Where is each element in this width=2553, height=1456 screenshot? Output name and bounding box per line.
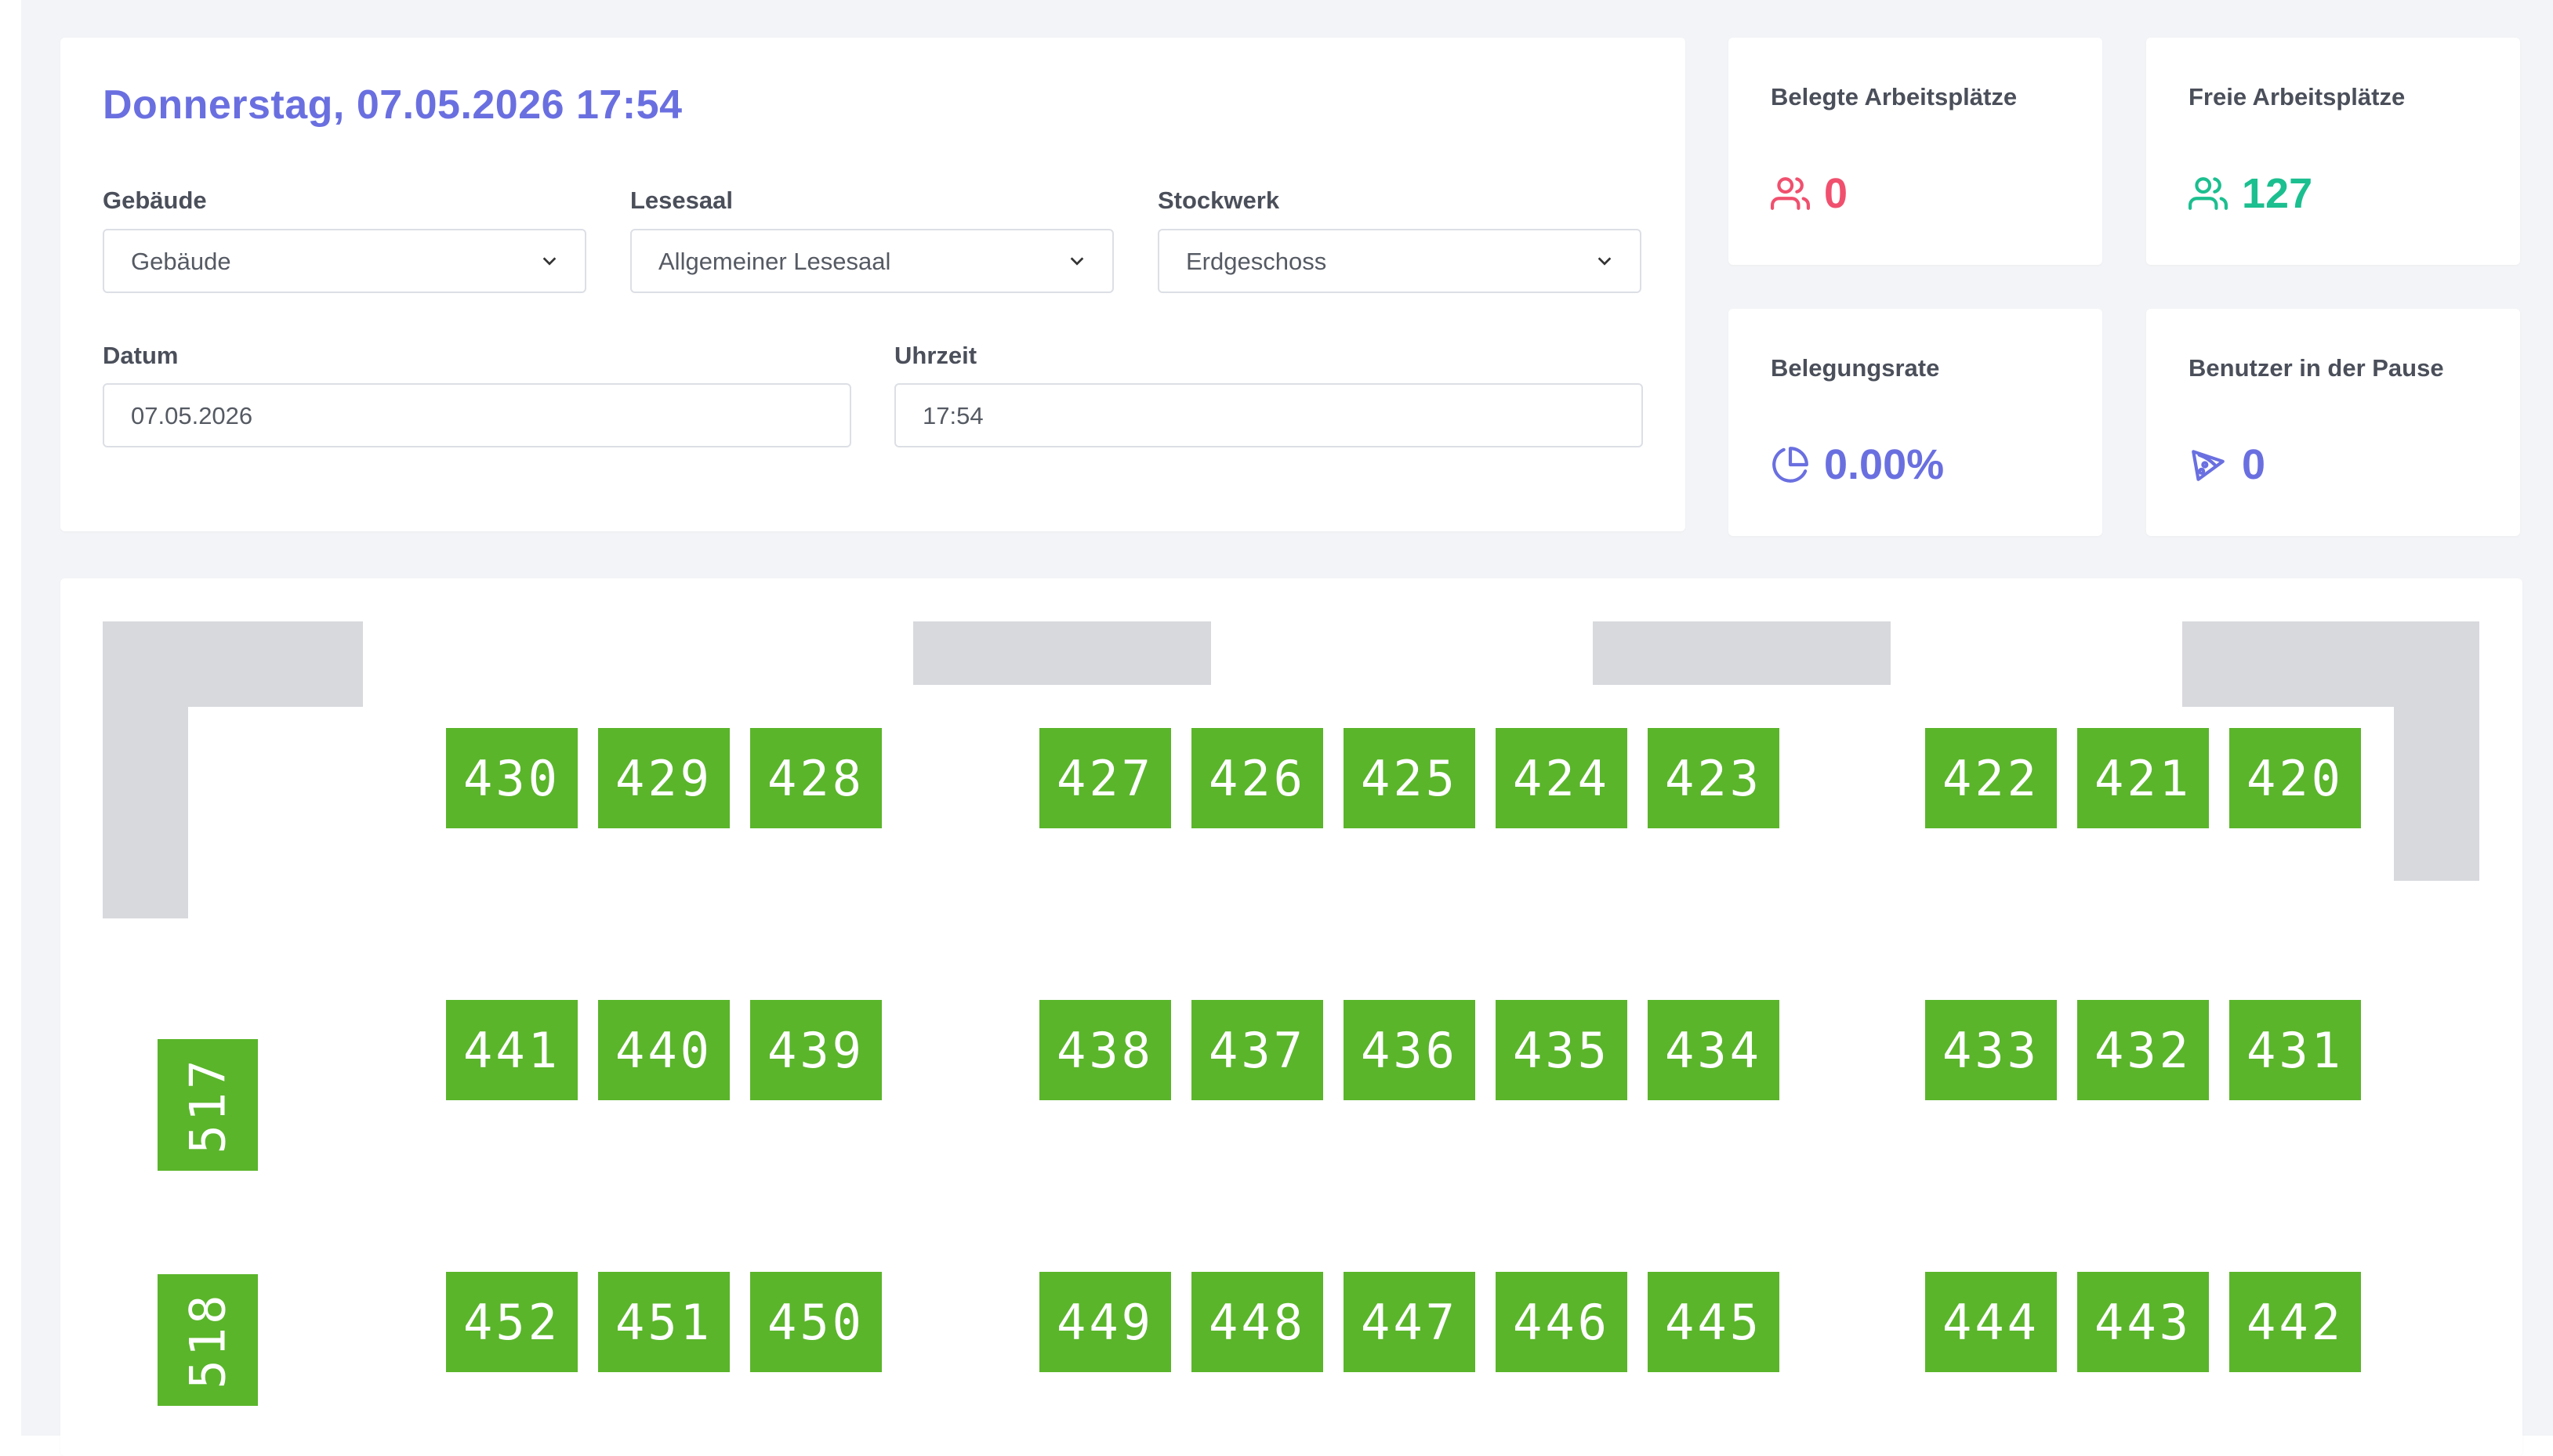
seat-427[interactable]: 427 <box>1039 728 1171 828</box>
date-input[interactable]: 07.05.2026 <box>103 383 851 447</box>
reading-room-select[interactable]: Allgemeiner Lesesaal <box>630 229 1114 293</box>
seat-426[interactable]: 426 <box>1191 728 1323 828</box>
occupied-seats-title: Belegte Arbeitsplätze <box>1771 83 2018 110</box>
seat-449[interactable]: 449 <box>1039 1272 1171 1372</box>
reading-room-select-value: Allgemeiner Lesesaal <box>658 248 891 275</box>
seat-443[interactable]: 443 <box>2077 1272 2209 1372</box>
users-on-break-title: Benutzer in der Pause <box>2189 354 2444 382</box>
seat-452[interactable]: 452 <box>446 1272 578 1372</box>
time-input[interactable]: 17:54 <box>894 383 1643 447</box>
seat-447[interactable]: 447 <box>1344 1272 1475 1372</box>
seat-431[interactable]: 431 <box>2229 1000 2361 1100</box>
building-label: Gebäude <box>103 187 207 214</box>
seat-425[interactable]: 425 <box>1344 728 1475 828</box>
seat-434[interactable]: 434 <box>1648 1000 1779 1100</box>
occupied-seats-value: 0 <box>1824 170 1848 217</box>
seat-421[interactable]: 421 <box>2077 728 2209 828</box>
time-input-value: 17:54 <box>923 402 984 429</box>
seat-420[interactable]: 420 <box>2229 728 2361 828</box>
building-select[interactable]: Gebäude <box>103 229 586 293</box>
time-label: Uhrzeit <box>894 342 977 369</box>
page-title: Donnerstag, 07.05.2026 17:54 <box>103 82 683 128</box>
wall-segment <box>913 621 1211 685</box>
seat-433[interactable]: 433 <box>1925 1000 2057 1100</box>
seat-517[interactable]: 517 <box>158 1039 258 1171</box>
pizza-icon <box>2192 450 2225 481</box>
seat-437[interactable]: 437 <box>1191 1000 1323 1100</box>
free-seats-card: Freie Arbeitsplätze 127 <box>2146 38 2520 265</box>
occupancy-rate-card: Belegungsrate 0.00% <box>1728 309 2102 536</box>
wall-segment <box>103 621 188 918</box>
date-label: Datum <box>103 342 179 369</box>
seat-448[interactable]: 448 <box>1191 1272 1323 1372</box>
date-input-value: 07.05.2026 <box>131 402 253 429</box>
wall-segment <box>1593 621 1891 685</box>
seat-445[interactable]: 445 <box>1648 1272 1779 1372</box>
free-seats-title: Freie Arbeitsplätze <box>2189 83 2406 110</box>
users-on-break-card: Benutzer in der Pause 0 <box>2146 309 2520 536</box>
seat-441[interactable]: 441 <box>446 1000 578 1100</box>
seat-442[interactable]: 442 <box>2229 1272 2361 1372</box>
floor-select[interactable]: Erdgeschoss <box>1158 229 1641 293</box>
seat-435[interactable]: 435 <box>1496 1000 1627 1100</box>
seat-450[interactable]: 450 <box>750 1272 882 1372</box>
seat-430[interactable]: 430 <box>446 728 578 828</box>
users-icon <box>1771 177 1810 210</box>
pie-chart-icon <box>1772 447 1808 483</box>
seat-map: 430 429 428 427 426 425 424 423 422 421 … <box>60 578 2522 1456</box>
seat-424[interactable]: 424 <box>1496 728 1627 828</box>
seat-438[interactable]: 438 <box>1039 1000 1171 1100</box>
seat-423[interactable]: 423 <box>1648 728 1779 828</box>
users-icon <box>2189 177 2228 210</box>
wall-segment <box>2394 621 2479 881</box>
seat-429[interactable]: 429 <box>598 728 730 828</box>
filter-card: Donnerstag, 07.05.2026 17:54 Gebäude Geb… <box>60 38 1685 531</box>
free-seats-value: 127 <box>2242 170 2313 217</box>
seat-518-label: 518 <box>179 1291 237 1389</box>
reading-room-label: Lesesaal <box>630 187 733 214</box>
seat-517-label: 517 <box>179 1056 237 1154</box>
occupied-seats-card: Belegte Arbeitsplätze 0 <box>1728 38 2102 265</box>
floor-label: Stockwerk <box>1158 187 1280 214</box>
seat-422[interactable]: 422 <box>1925 728 2057 828</box>
seat-446[interactable]: 446 <box>1496 1272 1627 1372</box>
chevron-down-icon <box>1597 257 1612 266</box>
seat-451[interactable]: 451 <box>598 1272 730 1372</box>
building-select-value: Gebäude <box>131 248 231 275</box>
seat-439[interactable]: 439 <box>750 1000 882 1100</box>
chevron-down-icon <box>1070 257 1084 266</box>
seat-432[interactable]: 432 <box>2077 1000 2209 1100</box>
seat-444[interactable]: 444 <box>1925 1272 2057 1372</box>
floor-select-value: Erdgeschoss <box>1186 248 1327 275</box>
occupancy-rate-value: 0.00% <box>1824 441 1945 488</box>
chevron-down-icon <box>542 257 557 266</box>
seat-428[interactable]: 428 <box>750 728 882 828</box>
users-on-break-value: 0 <box>2242 441 2266 488</box>
seat-440[interactable]: 440 <box>598 1000 730 1100</box>
seat-436[interactable]: 436 <box>1344 1000 1475 1100</box>
occupancy-rate-title: Belegungsrate <box>1771 354 1940 382</box>
seat-518[interactable]: 518 <box>158 1274 258 1406</box>
